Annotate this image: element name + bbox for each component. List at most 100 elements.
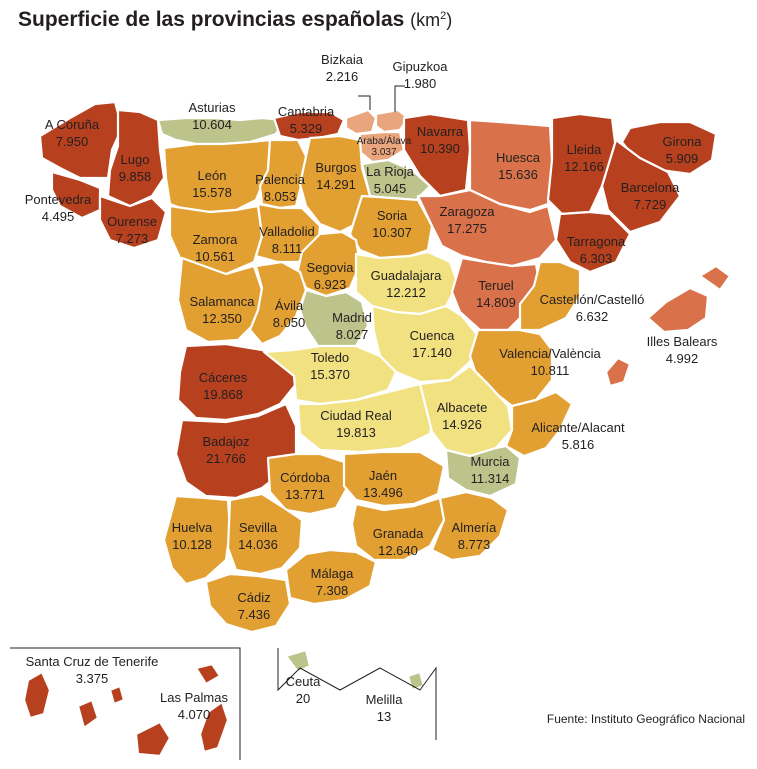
province-name-la-rioja: La Rioja — [366, 164, 414, 179]
province-ourense — [98, 194, 168, 250]
province-value-ourense: 7.273 — [116, 231, 149, 246]
province-name-segovia: Segovia — [307, 260, 355, 275]
province-name-a-coruna: A Coruña — [45, 117, 100, 132]
province-name-barcelona: Barcelona — [621, 180, 680, 195]
province-gipuzkoa — [374, 108, 410, 134]
province-name-huesca: Huesca — [496, 150, 541, 165]
title-text: Superficie de las provincias españolas — [18, 8, 405, 31]
province-value-caceres: 19.868 — [203, 387, 243, 402]
province-name-lleida: Lleida — [567, 142, 602, 157]
province-value-bizkaia: 2.216 — [326, 69, 359, 84]
province-ceuta — [284, 648, 312, 674]
province-value-gipuzkoa: 1.980 — [404, 76, 437, 91]
canarias-frame-line — [10, 647, 241, 760]
province-value-jaen: 13.496 — [363, 485, 403, 500]
province-murcia — [444, 444, 522, 498]
province-name-cordoba: Córdoba — [280, 470, 331, 485]
province-sevilla — [226, 492, 304, 576]
province-name-ourense: Ourense — [107, 214, 157, 229]
province-name-leon: León — [198, 168, 227, 183]
province-value-baleares: 4.992 — [666, 351, 699, 366]
province-name-las-palmas: Las Palmas — [160, 690, 228, 705]
province-pontevedra — [50, 170, 102, 220]
province-value-melilla: 13 — [377, 709, 391, 724]
province-value-madrid: 8.027 — [336, 327, 369, 342]
province-value-tarragona: 6.303 — [580, 251, 613, 266]
province-name-zaragoza: Zaragoza — [440, 204, 496, 219]
province-value-avila: 8.050 — [273, 315, 306, 330]
province-value-la-rioja: 5.045 — [374, 181, 407, 196]
province-salamanca — [176, 256, 264, 344]
province-name-pontevedra: Pontevedra — [25, 192, 92, 207]
province-value-albacete: 14.926 — [442, 417, 482, 432]
province-malaga — [284, 548, 378, 606]
bizkaia-leader-line — [358, 95, 371, 110]
province-name-huelva: Huelva — [172, 520, 213, 535]
province-asturias — [156, 116, 286, 146]
province-name-bizkaia: Bizkaia — [321, 52, 364, 67]
province-value-pontevedra: 4.495 — [42, 209, 75, 224]
source-note: Fuente: Instituto Geográfico Nacional — [546, 712, 745, 726]
province-name-badajoz: Badajoz — [203, 434, 250, 449]
province-value-valladolid: 8.111 — [272, 241, 303, 256]
province-name-asturias: Asturias — [189, 100, 236, 115]
province-value-soria: 10.307 — [372, 225, 412, 240]
province-name-alicante: Alicante/Alacant — [531, 420, 625, 435]
province-value-malaga: 7.308 — [316, 583, 349, 598]
province-value-leon: 15.578 — [192, 185, 232, 200]
province-caceres — [176, 342, 298, 422]
province-name-jaen: Jaén — [369, 468, 397, 483]
province-value-araba: 3.037 — [371, 147, 396, 158]
province-tarragona — [554, 210, 632, 274]
province-value-las-palmas: 4.070 — [178, 707, 211, 722]
province-leon — [162, 138, 272, 214]
province-name-girona: Girona — [662, 134, 702, 149]
province-name-valladolid: Valladolid — [259, 224, 314, 239]
province-name-burgos: Burgos — [315, 160, 357, 175]
province-value-valencia: 10.811 — [531, 363, 570, 378]
province-value-girona: 5.909 — [666, 151, 699, 166]
province-value-palencia: 8.053 — [264, 189, 297, 204]
province-name-gipuzkoa: Gipuzkoa — [393, 59, 449, 74]
province-a-coruna — [38, 100, 124, 180]
province-zamora — [168, 204, 264, 276]
province-las-palmas — [134, 662, 230, 758]
unit-text: (km2) — [410, 10, 452, 30]
province-name-cadiz: Cádiz — [237, 590, 270, 605]
province-cadiz — [204, 572, 292, 634]
province-value-navarra: 10.390 — [420, 141, 460, 156]
province-name-murcia: Murcia — [470, 454, 510, 469]
province-granada — [350, 496, 446, 562]
province-alicante — [504, 390, 574, 458]
province-name-cantabria: Cantabria — [278, 104, 335, 119]
province-name-ciudad-real: Ciudad Real — [320, 408, 392, 423]
province-cantabria — [272, 110, 346, 142]
map-title: Superficie de las provincias españolas (… — [18, 8, 452, 32]
unit-base: (km — [410, 10, 441, 30]
province-name-guadalajara: Guadalajara — [371, 268, 443, 283]
ceuta-melilla-frame-line — [277, 648, 437, 740]
province-value-ciudad-real: 19.813 — [336, 425, 376, 440]
province-castellon — [518, 260, 582, 332]
province-value-murcia: 11.314 — [471, 471, 510, 486]
unit-exponent: 2 — [440, 10, 447, 22]
province-name-caceres: Cáceres — [199, 370, 248, 385]
province-name-navarra: Navarra — [417, 124, 464, 139]
province-value-alicante: 5.816 — [562, 437, 595, 452]
province-value-cuenca: 17.140 — [412, 345, 452, 360]
province-name-soria: Soria — [377, 208, 408, 223]
province-value-ceuta: 20 — [296, 691, 310, 706]
province-value-lugo: 9.858 — [119, 169, 152, 184]
province-toledo — [262, 344, 398, 406]
province-name-valencia: Valencia/València — [499, 346, 601, 361]
province-name-lugo: Lugo — [121, 152, 150, 167]
province-name-palencia: Palencia — [255, 172, 306, 187]
province-value-huelva: 10.128 — [172, 537, 212, 552]
province-name-cuenca: Cuenca — [410, 328, 456, 343]
province-value-barcelona: 7.729 — [634, 197, 667, 212]
province-value-cadiz: 7.436 — [238, 607, 271, 622]
province-value-santa-cruz: 3.375 — [76, 671, 109, 686]
province-baleares — [604, 264, 732, 388]
province-almeria — [430, 490, 510, 562]
province-name-teruel: Teruel — [478, 278, 514, 293]
